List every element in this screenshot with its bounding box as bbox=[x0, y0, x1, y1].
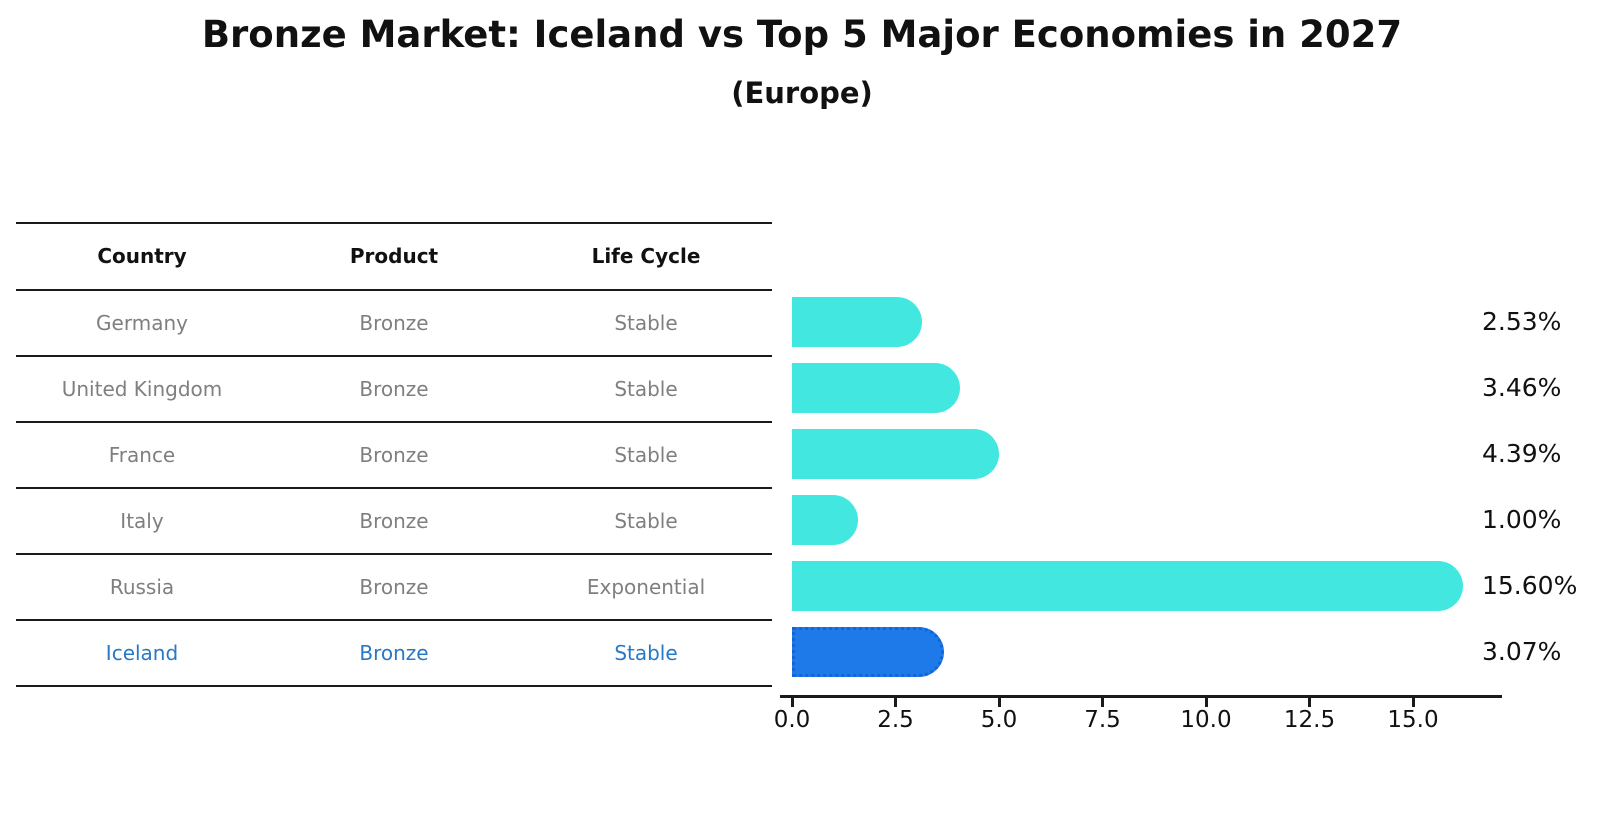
bar-italy bbox=[792, 495, 859, 545]
x-axis-tick-label: 5.0 bbox=[980, 707, 1018, 733]
x-axis-tick-label: 10.0 bbox=[1180, 707, 1232, 733]
bar-value-label-italy: 1.00% bbox=[1482, 505, 1562, 534]
table-cell-country: Russia bbox=[109, 575, 175, 599]
table-cell-product: Bronze bbox=[359, 311, 429, 335]
x-axis-tick bbox=[1411, 698, 1415, 707]
bar-value-label-united-kingdom: 3.46% bbox=[1482, 373, 1562, 402]
bar-value-label-russia: 15.60% bbox=[1482, 571, 1578, 600]
x-axis-tick bbox=[1204, 698, 1208, 707]
x-axis-tick bbox=[997, 698, 1001, 707]
table-cell-country: Germany bbox=[96, 311, 188, 335]
table-cell-product: Bronze bbox=[359, 641, 429, 665]
table-header-product: Product bbox=[349, 244, 439, 268]
table-cell-product: Bronze bbox=[359, 377, 429, 401]
x-axis-tick bbox=[1308, 698, 1311, 707]
table-cell-product: Bronze bbox=[359, 443, 429, 467]
table-cell-life-cycle: Stable bbox=[614, 443, 678, 467]
table-header-lifecycle: Life Cycle bbox=[591, 244, 701, 268]
table-cell-life-cycle: Stable bbox=[614, 311, 678, 335]
bar-value-label-iceland: 3.07% bbox=[1482, 637, 1562, 666]
bar-germany bbox=[792, 297, 922, 347]
x-axis-line bbox=[780, 695, 1502, 698]
x-axis-tick-label: 15.0 bbox=[1387, 707, 1439, 733]
x-axis-tick-label: 7.5 bbox=[1084, 707, 1121, 733]
table-row: Russia Bronze Exponential bbox=[16, 555, 772, 621]
table-cell-product: Bronze bbox=[359, 575, 429, 599]
x-axis-tick-label: 12.5 bbox=[1283, 707, 1336, 733]
table-cell-life-cycle: Stable bbox=[614, 377, 678, 401]
table-cell-country: France bbox=[108, 443, 176, 467]
bar-value-label-germany: 2.53% bbox=[1482, 307, 1562, 336]
bar-iceland bbox=[792, 627, 945, 677]
x-axis-tick bbox=[894, 698, 897, 707]
x-axis-tick-label: 0.0 bbox=[773, 707, 811, 733]
chart-subtitle: (Europe) bbox=[731, 76, 873, 110]
table-row: Iceland Bronze Stable bbox=[16, 621, 772, 687]
x-axis-tick bbox=[1101, 698, 1104, 707]
table-cell-life-cycle: Stable bbox=[614, 509, 678, 533]
table-cell-product: Bronze bbox=[359, 509, 429, 533]
table-rows: Germany Bronze Stable United Kingdom Bronze S… bbox=[16, 291, 772, 687]
x-axis-tick-label: 2.5 bbox=[877, 707, 914, 733]
bar-russia bbox=[792, 561, 1463, 611]
data-table: Country Product Life Cycle Germany Bronze… bbox=[16, 222, 772, 687]
table-cell-country: Iceland bbox=[105, 641, 179, 665]
table-row: Germany Bronze Stable bbox=[16, 291, 772, 357]
bar-value-label-france: 4.39% bbox=[1482, 439, 1562, 468]
table-header-row: Country Product Life Cycle bbox=[16, 224, 772, 291]
x-axis-tick bbox=[790, 698, 794, 707]
chart-title: Bronze Market: Iceland vs Top 5 Major Ec… bbox=[201, 13, 1403, 56]
table-row: France Bronze Stable bbox=[16, 423, 772, 489]
table-row: Italy Bronze Stable bbox=[16, 489, 772, 555]
table-cell-life-cycle: Stable bbox=[614, 641, 678, 665]
table-cell-country: United Kingdom bbox=[61, 377, 223, 401]
table-cell-life-cycle: Exponential bbox=[586, 575, 706, 599]
table-cell-country: Italy bbox=[120, 509, 164, 533]
bar-united-kingdom bbox=[792, 363, 961, 413]
table-row: United Kingdom Bronze Stable bbox=[16, 357, 772, 423]
table-header-country: Country bbox=[97, 244, 187, 268]
bar-france bbox=[792, 429, 999, 479]
